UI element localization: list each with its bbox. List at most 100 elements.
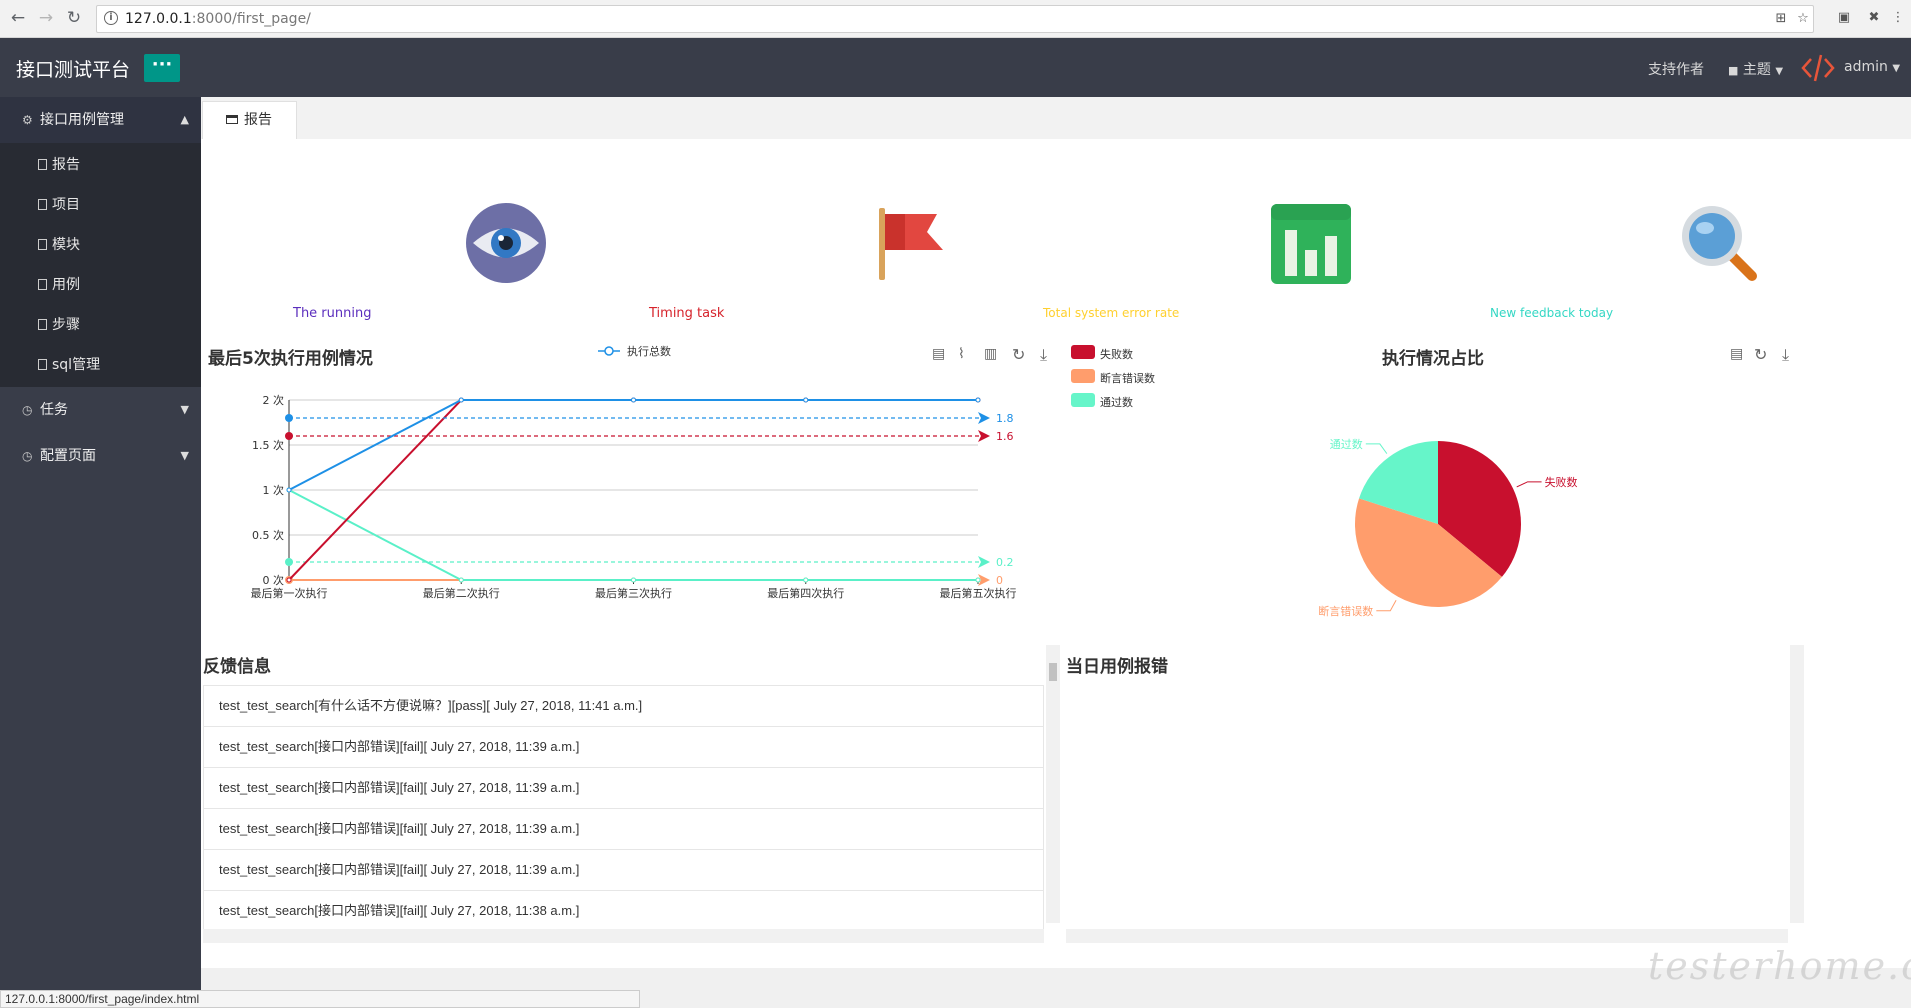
legend-label-fail[interactable]: 失败数 xyxy=(1100,348,1133,361)
feedback-list[interactable]: test_test_search[有什么话不方便说嘛？][pass][ July… xyxy=(203,685,1044,930)
extension-x-icon[interactable]: ✖ xyxy=(1868,10,1880,25)
legend-label: 执行总数 xyxy=(627,344,671,358)
sidebar-group-task[interactable]: ◷ 任务 ▼ xyxy=(0,387,201,433)
stat-subtitle: Timing task xyxy=(649,306,725,321)
stat-subtitle: New feedback today xyxy=(1490,306,1614,320)
chevron-down-icon: ▼ xyxy=(180,449,189,462)
support-author-link[interactable]: 支持作者 xyxy=(1648,62,1704,78)
menu-dots-icon[interactable]: ⋮ xyxy=(1891,10,1905,25)
sidebar-group-label: 任务 xyxy=(40,402,68,418)
sidebar-item-label: 步骤 xyxy=(52,317,80,333)
line-chart-title: 最后5次执行用例情况 xyxy=(208,349,373,369)
chat-icon: ■ xyxy=(1728,64,1739,77)
errors-horizontal-scrollbar[interactable] xyxy=(1066,929,1788,943)
legend-swatch-pass[interactable] xyxy=(1071,393,1095,407)
user-menu[interactable]: admin ▼ xyxy=(1844,59,1900,75)
refresh-icon[interactable]: ↻ xyxy=(1754,345,1768,364)
sidebar-item-project[interactable]: 项目 xyxy=(0,185,201,225)
feedback-horizontal-scrollbar[interactable] xyxy=(203,929,1044,943)
document-icon xyxy=(38,279,47,290)
stat-value: 0 xyxy=(1424,152,1442,188)
sidebar-group-label: 接口用例管理 xyxy=(40,112,124,128)
url-path: :8000/first_page/ xyxy=(191,11,311,27)
feedback-vertical-scrollbar[interactable] xyxy=(1046,645,1060,923)
x-tick-label: 最后第三次执行 xyxy=(595,586,672,600)
sidebar-submenu: 报告 项目 模块 用例 步骤 sql管理 xyxy=(0,143,201,387)
back-icon[interactable]: ← xyxy=(10,8,26,28)
download-icon[interactable]: ⤓ xyxy=(1040,345,1048,364)
series-point xyxy=(631,577,636,583)
menu-toggle-button[interactable]: ··· xyxy=(144,54,180,82)
sidebar-item-module[interactable]: 模块 xyxy=(0,225,201,265)
chevron-up-icon: ▲ xyxy=(180,113,189,126)
legend-label-pass[interactable]: 通过数 xyxy=(1100,396,1133,409)
list-item[interactable]: test_test_search[接口内部错误][fail][ July 27,… xyxy=(204,767,1043,808)
tab-bar: 报告 xyxy=(201,97,1911,139)
series-point xyxy=(975,397,981,403)
pie-slice xyxy=(1355,498,1502,607)
download-icon[interactable]: ⤓ xyxy=(1782,345,1790,364)
document-icon xyxy=(38,359,47,370)
sidebar-item-label: 模块 xyxy=(52,237,80,253)
legend-swatch-fail[interactable] xyxy=(1071,345,1095,359)
markline-label: 1.8 xyxy=(996,412,1014,425)
series-point xyxy=(975,577,981,583)
pie-label-line xyxy=(1516,481,1542,488)
pie-slice xyxy=(1438,441,1521,577)
legend-label-assert[interactable]: 断言错误数 xyxy=(1100,372,1155,385)
data-view-icon[interactable]: ▤ xyxy=(1730,346,1744,362)
extension-icon[interactable]: ▣ xyxy=(1837,10,1851,25)
sidebar-item-step[interactable]: 步骤 xyxy=(0,305,201,345)
bar-switch-icon[interactable]: ▥ xyxy=(984,346,998,362)
address-bar[interactable]: i 127.0.0.1:8000/first_page/ ⊞ ☆ xyxy=(96,5,1814,33)
clock-icon: ◷ xyxy=(22,449,33,463)
stat-subtitle: Total system error rate xyxy=(1043,306,1180,320)
data-view-icon[interactable]: ▤ xyxy=(932,346,946,362)
document-icon xyxy=(38,319,47,330)
sidebar-item-report[interactable]: 报告 xyxy=(0,145,201,185)
divider xyxy=(1180,288,1183,324)
sidebar-group-config[interactable]: ◷ 配置页面 ▼ xyxy=(0,433,201,479)
list-item[interactable]: test_test_search[接口内部错误][fail][ July 27,… xyxy=(204,808,1043,849)
theme-menu[interactable]: ■ 主题 ▼ xyxy=(1728,59,1783,79)
tab-label: 报告 xyxy=(244,112,272,128)
scrollbar-thumb[interactable] xyxy=(1049,663,1057,681)
list-item[interactable]: test_test_search[有什么话不方便说嘛？][pass][ July… xyxy=(204,685,1043,726)
sidebar-item-sql[interactable]: sql管理 xyxy=(0,345,201,385)
sidebar-item-case[interactable]: 用例 xyxy=(0,265,201,305)
browser-toolbar: ← → ↻ i 127.0.0.1:8000/first_page/ ⊞ ☆ ▣… xyxy=(0,0,1911,38)
refresh-icon[interactable]: ↻ xyxy=(1012,345,1026,364)
sidebar-group-case-management[interactable]: ⚙ 接口用例管理 ▲ xyxy=(0,97,201,143)
stat-card-timing[interactable]: 0 定时任务 Timing task xyxy=(607,140,1007,340)
list-item[interactable]: test_test_search[接口内部错误][fail][ July 27,… xyxy=(204,890,1043,929)
eye-icon xyxy=(466,203,546,283)
stat-card-error-rate[interactable]: 80.00% 系统总错误率 Total system error rate xyxy=(1011,140,1410,340)
markline-start xyxy=(285,432,293,440)
top-navbar: 接口测试平台 ··· 支持作者 ■ 主题 ▼ admin ▼ xyxy=(0,38,1911,97)
sidebar-item-label: 项目 xyxy=(52,197,80,213)
errors-vertical-scrollbar[interactable] xyxy=(1790,645,1804,923)
star-icon[interactable]: ☆ xyxy=(1797,11,1809,26)
list-item[interactable]: test_test_search[接口内部错误][fail][ July 27,… xyxy=(204,726,1043,767)
x-tick-label: 最后第二次执行 xyxy=(423,586,500,600)
line-switch-icon[interactable]: ⌇ xyxy=(958,346,965,362)
sidebar-group-label: 配置页面 xyxy=(40,448,96,464)
series-point xyxy=(631,397,636,403)
forward-icon[interactable]: → xyxy=(38,8,54,28)
series-point xyxy=(458,577,464,583)
tab-report[interactable]: 报告 xyxy=(202,101,297,139)
pie-label: 通过数 xyxy=(1330,438,1363,451)
reload-icon[interactable]: ↻ xyxy=(66,8,82,28)
info-icon[interactable]: i xyxy=(104,11,118,25)
translate-icon[interactable]: ⊞ xyxy=(1775,11,1787,26)
list-item[interactable]: test_test_search[接口内部错误][fail][ July 27,… xyxy=(204,849,1043,890)
stat-card-running[interactable]: 11 Case 正在运行 The running xyxy=(203,140,603,340)
series-point xyxy=(286,577,292,583)
sidebar: ⚙ 接口用例管理 ▲ 报告 项目 模块 用例 步骤 sql管理 ◷ 任务 ▼ ◷ 配置… xyxy=(0,97,201,1008)
brand-title[interactable]: 接口测试平台 xyxy=(16,59,131,81)
legend-swatch-assert[interactable] xyxy=(1071,369,1095,383)
stat-subtitle: The running xyxy=(293,306,372,321)
stat-card-feedback[interactable]: 0 今日新增反馈信息 New feedback today xyxy=(1414,140,1815,340)
